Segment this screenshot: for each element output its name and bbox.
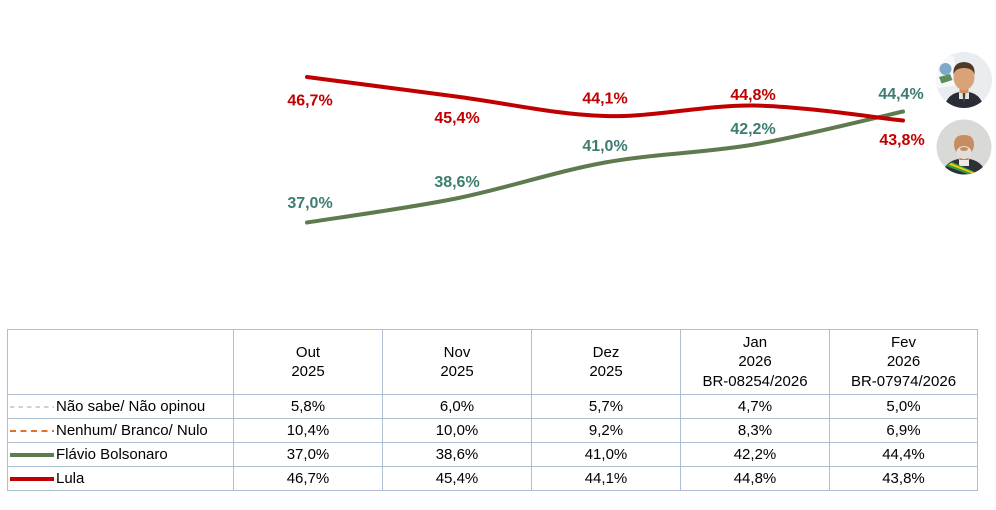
- series-name: Flávio Bolsonaro: [56, 446, 168, 463]
- header-line: 2025: [291, 363, 325, 380]
- cell-flavio-bolsonaro-jan-2026-br-08254-2026: 42,2%: [680, 442, 830, 467]
- series-name: Não sabe/ Não opinou: [56, 398, 206, 415]
- header-line: BR-07974/2026: [850, 372, 957, 390]
- cell-nenhum-branco-nulo-nov-2025: 10,0%: [382, 418, 532, 443]
- lula-data-label: 45,4%: [434, 110, 479, 127]
- cell-nenhum-branco-nulo-jan-2026-br-08254-2026: 8,3%: [680, 418, 830, 443]
- cell-lula-jan-2026-br-08254-2026: 44,8%: [680, 466, 830, 491]
- table-row-nenhum-branco-nulo: Nenhum/ Branco/ Nulo 10,4% 10,0% 9,2% 8,3% 6,…: [7, 418, 978, 443]
- column-header-dez-2025: Dez 2025: [531, 329, 681, 395]
- cell-flavio-bolsonaro-nov-2025: 38,6%: [382, 442, 532, 467]
- row-header-nao-sabe-nao-opinou: Não sabe/ Não opinou: [7, 394, 234, 419]
- header-line: 2025: [440, 363, 474, 380]
- flavio-bolsonaro-data-label: 38,6%: [434, 174, 479, 191]
- cell-flavio-bolsonaro-fev-2026-br-07974-2026: 44,4%: [829, 442, 978, 467]
- cell-lula-dez-2025: 44,1%: [531, 466, 681, 491]
- row-header-nenhum-branco-nulo: Nenhum/ Branco/ Nulo: [7, 418, 234, 443]
- column-header-jan-2026-br-08254-2026: Jan 2026 BR-08254/2026: [680, 329, 830, 395]
- poll-results-table: Out 2025 Nov 2025 Dez 2025 Jan 2026 BR-08254/202…: [7, 329, 978, 491]
- lula-data-label: 46,7%: [287, 93, 332, 110]
- series-name: Nenhum/ Branco/ Nulo: [56, 422, 208, 439]
- row-header-lula: Lula: [7, 466, 234, 491]
- column-header-fev-2026-br-07974-2026: Fev 2026 BR-07974/2026: [829, 329, 978, 395]
- cell-nenhum-branco-nulo-dez-2025: 9,2%: [531, 418, 681, 443]
- lula-avatar: [936, 119, 992, 175]
- lula-data-label: 44,8%: [730, 87, 775, 104]
- header-line: BR-08254/2026: [702, 372, 808, 390]
- cell-flavio-bolsonaro-dez-2025: 41,0%: [531, 442, 681, 467]
- table-row-nao-sabe-nao-opinou: Não sabe/ Não opinou 5,8% 6,0% 5,7% 4,7% 5,0%: [7, 394, 978, 419]
- header-line: 2025: [589, 363, 623, 380]
- flavio-bolsonaro-data-label: 42,2%: [730, 121, 775, 138]
- legend-line-nenhum-branco-nulo: [10, 429, 54, 432]
- flavio-bolsonaro-data-label: 44,4%: [878, 86, 923, 103]
- lula-line: [305, 75, 905, 123]
- table-row-flavio-bolsonaro: Flávio Bolsonaro 37,0% 38,6% 41,0% 42,2% 44,4…: [7, 442, 978, 467]
- cell-lula-fev-2026-br-07974-2026: 43,8%: [829, 466, 978, 491]
- face: [953, 65, 975, 90]
- lula-data-label: 44,1%: [582, 91, 627, 108]
- hair: [953, 130, 975, 141]
- header-line: 2026: [886, 353, 921, 371]
- row-header-flavio-bolsonaro: Flávio Bolsonaro: [7, 442, 234, 467]
- header-line: Out: [295, 343, 321, 361]
- table-corner-cell: [7, 329, 234, 395]
- cell-nao-sabe-nao-opinou-jan-2026-br-08254-2026: 4,7%: [680, 394, 830, 419]
- series-name: Lula: [56, 470, 85, 487]
- table-header-row: Out 2025 Nov 2025 Dez 2025 Jan 2026 BR-08254/202…: [7, 329, 978, 395]
- header-line: Nov: [443, 343, 471, 361]
- header-line: Fev: [890, 334, 916, 352]
- header-line: 2026: [738, 353, 772, 371]
- header-line: Dez: [592, 343, 620, 361]
- cell-nao-sabe-nao-opinou-out-2025: 5,8%: [233, 394, 383, 419]
- column-header-nov-2025: Nov 2025: [382, 329, 532, 395]
- poll-line-chart: 37,0% 38,6% 41,0% 42,2% 44,4% 46,7% 45,4% 44,1%…: [287, 75, 925, 225]
- cell-nenhum-branco-nulo-fev-2026-br-07974-2026: 6,9%: [829, 418, 978, 443]
- cell-nao-sabe-nao-opinou-fev-2026-br-07974-2026: 5,0%: [829, 394, 978, 419]
- cell-lula-nov-2025: 45,4%: [382, 466, 532, 491]
- hair: [953, 62, 975, 75]
- flavio-bolsonaro-data-label: 41,0%: [582, 138, 627, 155]
- legend-line-lula: [10, 476, 54, 481]
- cell-nenhum-branco-nulo-out-2025: 10,4%: [233, 418, 383, 443]
- flavio-bolsonaro-data-label: 37,0%: [287, 195, 332, 212]
- cell-flavio-bolsonaro-out-2025: 37,0%: [233, 442, 383, 467]
- legend-line-flavio-bolsonaro: [10, 452, 54, 457]
- header-line: Jan: [742, 334, 768, 352]
- lula-data-label: 43,8%: [879, 132, 924, 149]
- cell-lula-out-2025: 46,7%: [233, 466, 383, 491]
- flavio-bolsonaro-avatar: [936, 52, 992, 108]
- cell-nao-sabe-nao-opinou-nov-2025: 6,0%: [382, 394, 532, 419]
- legend-line-nao-sabe-nao-opinou: [10, 405, 54, 408]
- cell-nao-sabe-nao-opinou-dez-2025: 5,7%: [531, 394, 681, 419]
- flavio-bolsonaro-line: [305, 109, 905, 225]
- table-row-lula: Lula 46,7% 45,4% 44,1% 44,8% 43,8%: [7, 466, 978, 491]
- column-header-out-2025: Out 2025: [233, 329, 383, 395]
